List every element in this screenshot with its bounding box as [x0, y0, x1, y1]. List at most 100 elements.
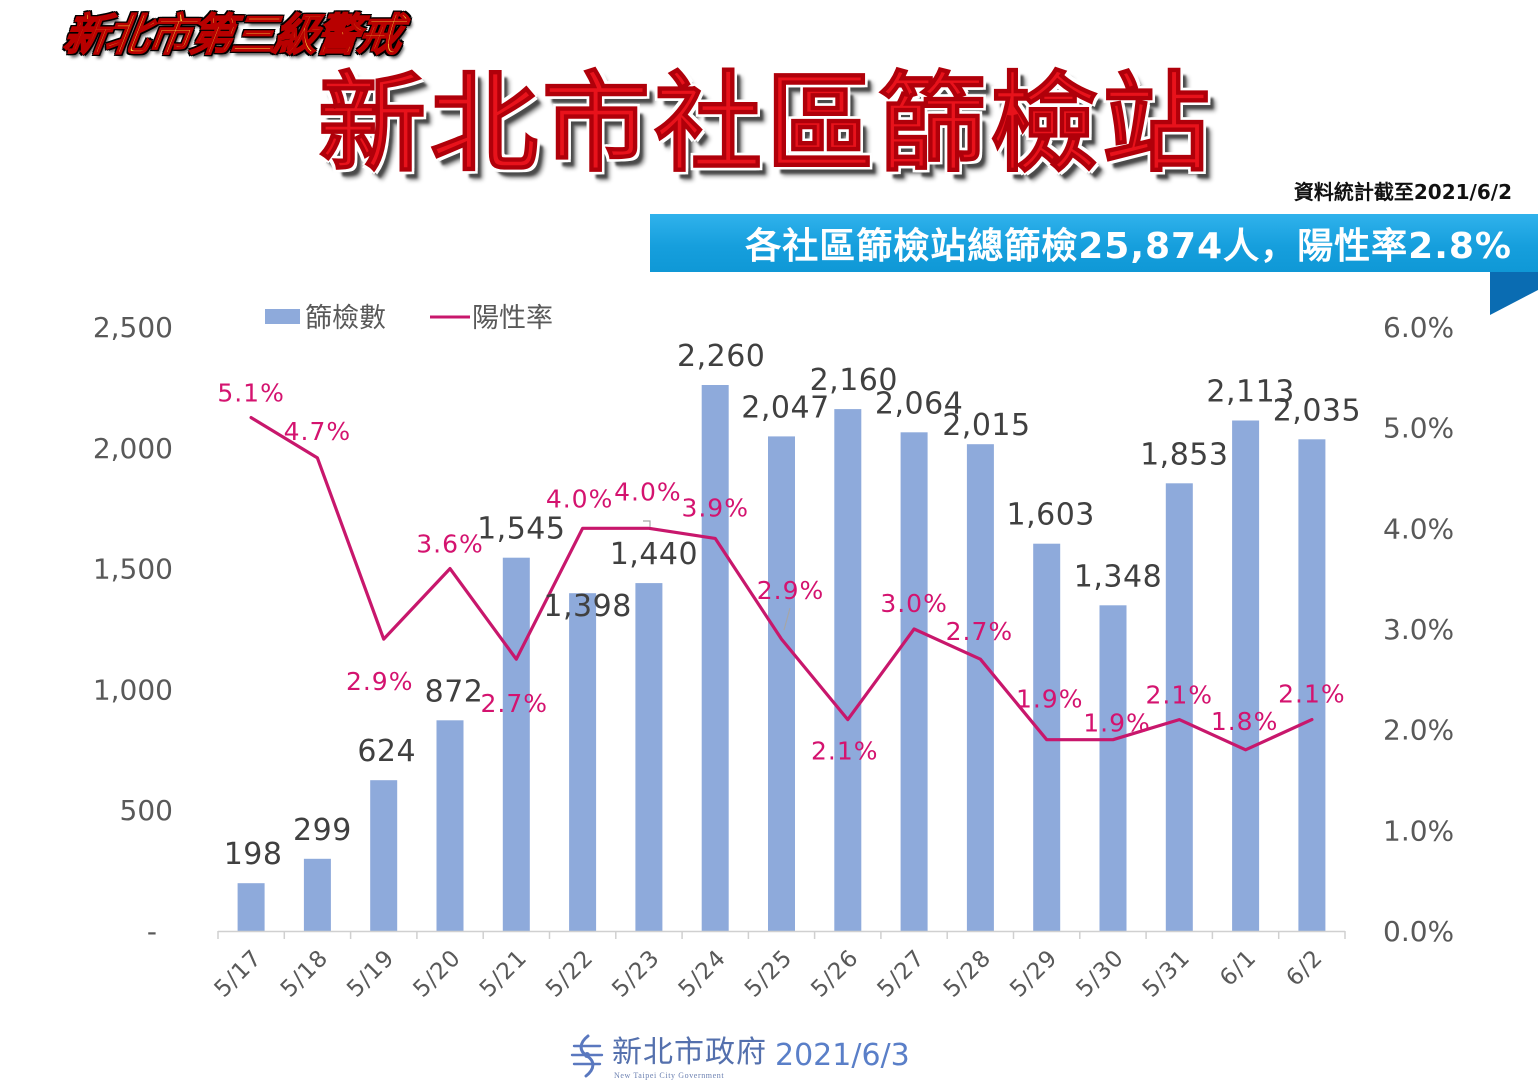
y-axis-left-tick-label: 2,500	[93, 311, 173, 344]
y-axis-left-tick-label: 1,000	[93, 673, 173, 706]
positive-rate-label: 3.0%	[880, 589, 948, 618]
footer-date: 2021/6/3	[775, 1038, 910, 1073]
footer-org-name-english: New Taipei City Government	[614, 1071, 725, 1080]
x-axis-category-label: 5/26	[806, 945, 864, 1003]
y-axis-right-tick-label: 5.0%	[1383, 412, 1454, 445]
x-axis-category-label: 5/24	[674, 945, 732, 1003]
bar-value-label: 2,260	[677, 339, 765, 374]
bar-series-screenings	[237, 385, 1326, 932]
bar-value-label: 2,035	[1273, 393, 1361, 428]
legend-label-screenings: 篩檢數	[305, 303, 386, 334]
x-axis-category-label: 5/22	[541, 945, 599, 1003]
positive-rate-label: 2.1%	[811, 737, 879, 766]
x-axis-category-label: 5/17	[210, 945, 268, 1003]
x-axis-category-label: 6/1	[1215, 945, 1262, 992]
bar-value-label: 1,398	[543, 589, 631, 624]
y-axis-right-tick-label: 3.0%	[1383, 613, 1454, 646]
bar-value-label: 2,113	[1206, 375, 1294, 410]
y-axis-right-tick-label: 0.0%	[1383, 915, 1454, 948]
y-axis-left-tick-label: -	[147, 915, 157, 948]
positive-rate-label: 3.9%	[681, 493, 749, 522]
positive-rate-label: 2.1%	[1146, 681, 1214, 710]
x-axis-category-label: 5/27	[873, 945, 931, 1003]
y-axis-left-tick-label: 500	[120, 794, 173, 827]
positive-rate-label: 4.0%	[614, 477, 682, 506]
page-title: 新北市社區篩檢站	[317, 62, 1215, 188]
bar-screenings	[1232, 420, 1260, 931]
bar-screenings	[370, 780, 398, 931]
bar-value-label: 2,160	[810, 363, 898, 398]
bar-value-label: 872	[425, 674, 484, 709]
bar-screenings	[966, 444, 994, 931]
legend-swatch-screenings	[265, 309, 300, 324]
positive-rate-label: 2.9%	[757, 576, 825, 605]
positive-rate-label: 1.9%	[1083, 709, 1151, 738]
positive-rate-label: 2.1%	[1278, 680, 1346, 709]
bar-value-label: 1,348	[1074, 559, 1162, 594]
bar-value-label: 1,440	[610, 537, 698, 572]
leader-line	[783, 607, 791, 631]
x-axis-category-label: 5/23	[607, 945, 665, 1003]
positive-rate-label: 3.6%	[416, 530, 484, 559]
y-axis-right-tick-label: 6.0%	[1383, 311, 1454, 344]
y-axis-left-tick-label: 1,500	[93, 553, 173, 586]
x-axis-category-label: 6/2	[1281, 945, 1328, 992]
summary-banner: 各社區篩檢站總篩檢25,874人，陽性率2.8%	[650, 214, 1538, 272]
leader-line	[643, 520, 651, 527]
x-axis-category-label: 5/31	[1138, 945, 1196, 1003]
bar-value-label: 2,015	[942, 408, 1030, 443]
new-taipei-city-logo-icon	[570, 1034, 604, 1078]
bar-value-label: 1,545	[477, 512, 565, 547]
positive-rate-label: 2.7%	[481, 689, 549, 718]
bar-screenings	[569, 593, 597, 931]
footer-org-name: 新北市政府	[612, 1035, 767, 1070]
positive-rate-label: 4.0%	[546, 484, 614, 513]
x-axis-category-label: 5/19	[342, 945, 400, 1003]
bar-value-label: 1,853	[1140, 437, 1228, 472]
chart-legend: 篩檢數 陽性率	[265, 303, 553, 334]
data-as-of-note: 資料統計截至2021/6/2	[1293, 180, 1512, 204]
bar-value-label: 2,064	[875, 386, 963, 421]
bar-value-label: 299	[293, 813, 352, 848]
y-axis-right-tick-label: 4.0%	[1383, 512, 1454, 545]
x-axis-category-label: 5/21	[475, 945, 533, 1003]
bar-value-label: 624	[357, 734, 416, 769]
bar-screenings	[502, 557, 530, 931]
positive-rate-label: 1.8%	[1211, 707, 1279, 736]
bar-screenings	[237, 883, 265, 931]
y-axis-right: 0.0% 1.0% 2.0% 3.0% 4.0% 5.0% 6.0%	[1383, 311, 1454, 948]
bar-screenings	[768, 436, 795, 931]
positive-rate-label: 5.1%	[217, 379, 285, 408]
bar-value-label: 1,603	[1007, 498, 1095, 533]
positive-rate-label: 2.9%	[346, 667, 414, 696]
bar-value-label: 2,047	[741, 390, 829, 425]
line-series-positive-rate	[249, 416, 1314, 752]
bar-screenings	[900, 432, 928, 931]
bar-screenings	[1298, 439, 1326, 931]
x-axis: 5/17 5/18 5/19 5/20 5/21 5/22 5/23 5/24 5/25 5/26…	[210, 930, 1346, 1003]
bar-value-labels: 1982996248721,5451,3981,4402,2602,0472,1…	[224, 339, 1361, 872]
positive-rate-label: 1.9%	[1016, 685, 1084, 714]
y-axis-right-tick-label: 2.0%	[1383, 714, 1454, 747]
x-axis-category-label: 5/18	[276, 945, 334, 1003]
bar-value-label: 198	[224, 837, 283, 872]
x-axis-category-label: 5/20	[409, 945, 467, 1003]
x-axis-category-label: 5/28	[939, 945, 997, 1003]
x-axis-category-label: 5/30	[1072, 945, 1130, 1003]
bar-screenings	[303, 858, 331, 931]
banner-fold	[1490, 272, 1538, 315]
summary-banner-text: 各社區篩檢站總篩檢25,874人，陽性率2.8%	[745, 226, 1512, 267]
y-axis-right-tick-label: 1.0%	[1383, 814, 1454, 847]
legend-label-positive-rate: 陽性率	[472, 303, 553, 334]
label-leader-lines	[643, 520, 791, 631]
y-axis-left-tick-label: 2,000	[93, 432, 173, 465]
alert-level-tag: 新北市第三級警戒	[60, 9, 405, 62]
y-axis-left: - 500 1,000 1,500 2,000 2,500	[93, 311, 173, 948]
positive-rate-label: 4.7%	[284, 417, 352, 446]
positive-rate-labels: 5.1%4.7%2.9%3.6%2.7%4.0% 4.0%3.9%2.9%2.1%…	[217, 379, 1346, 766]
bar-screenings	[701, 385, 729, 931]
bar-screenings	[834, 409, 862, 932]
bar-screenings	[1165, 483, 1193, 931]
